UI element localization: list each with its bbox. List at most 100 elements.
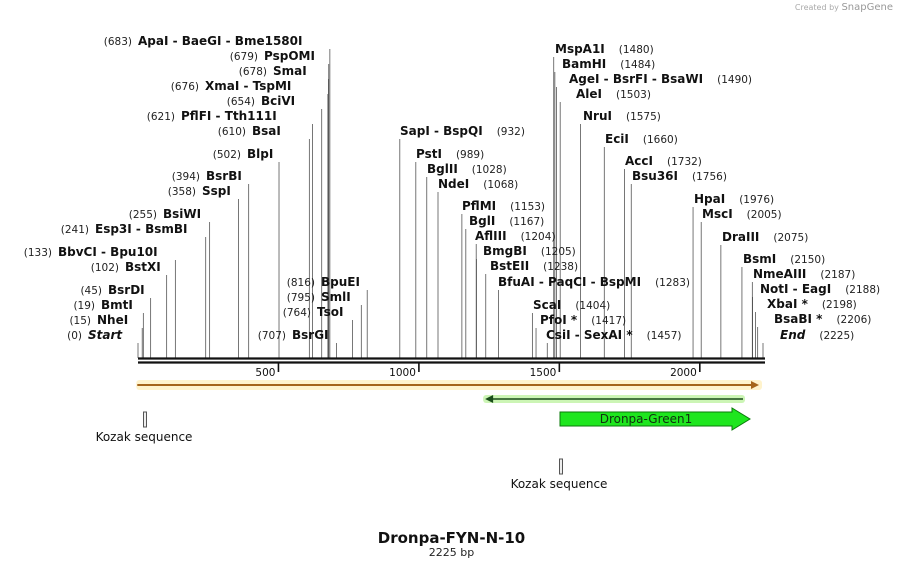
enzyme-position: (2225) <box>819 330 854 342</box>
enzyme-site-hpai[interactable]: HpaI (1976) <box>694 192 774 206</box>
enzyme-site-bcivi[interactable]: BciVI (654) <box>227 94 295 108</box>
enzyme-site-bgli[interactable]: BglI (1167) <box>469 214 544 228</box>
enzyme-position: (2206) <box>836 314 871 326</box>
enzyme-site-draiii[interactable]: DraIII (2075) <box>722 230 808 244</box>
enzyme-site-msci[interactable]: MscI (2005) <box>702 207 782 221</box>
enzyme-site-pflmi[interactable]: PflMI (1153) <box>462 199 545 213</box>
enzyme-site-bmgbi[interactable]: BmgBI (1205) <box>483 244 576 258</box>
enzyme-position: (795) <box>287 292 315 304</box>
enzyme-position: (683) <box>104 36 132 48</box>
enzyme-position: (1503) <box>616 89 651 101</box>
enzyme-site-bsrbi[interactable]: BsrBI (394) <box>172 169 242 183</box>
enzyme-name: BpuEI <box>321 275 360 289</box>
enzyme-site-nmeaiii[interactable]: NmeAIII (2187) <box>753 267 855 281</box>
enzyme-position: (1205) <box>541 246 576 258</box>
enzyme-position: (989) <box>456 149 484 161</box>
enzyme-site-sapi[interactable]: SapI - BspQI (932) <box>400 124 525 138</box>
enzyme-position: (1976) <box>739 194 774 206</box>
enzyme-name: AccI <box>625 154 653 168</box>
enzyme-site-xbai[interactable]: XbaI * (2198) <box>767 297 857 311</box>
kozak-1-marker[interactable] <box>143 411 147 428</box>
enzyme-site-bstxi[interactable]: BstXI (102) <box>91 260 161 274</box>
enzyme-site-esp3i[interactable]: Esp3I - BsmBI (241) <box>61 222 188 236</box>
enzyme-site-agei[interactable]: AgeI - BsrFI - BsaWI (1490) <box>569 72 752 86</box>
enzyme-site-acci[interactable]: AccI (1732) <box>625 154 702 168</box>
enzyme-site-bsai[interactable]: BsaI (610) <box>218 124 281 138</box>
enzyme-position: (0) <box>67 330 82 342</box>
enzyme-site-apai[interactable]: ApaI - BaeGI - Bme1580I (683) <box>104 34 303 48</box>
enzyme-site-bsrdi[interactable]: BsrDI (45) <box>80 283 144 297</box>
enzyme-name: NheI <box>97 313 128 327</box>
enzyme-site-bmti[interactable]: BmtI (19) <box>73 298 132 312</box>
enzyme-site-smai[interactable]: SmaI (678) <box>239 64 307 78</box>
enzyme-site-smli[interactable]: SmlI (795) <box>287 290 351 304</box>
enzyme-position: (102) <box>91 262 119 274</box>
enzyme-site-bsabi[interactable]: BsaBI * (2206) <box>774 312 871 326</box>
enzyme-site-bsiwi[interactable]: BsiWI (255) <box>129 207 201 221</box>
enzyme-site-psti[interactable]: PstI (989) <box>416 147 484 161</box>
enzyme-site-bsteii[interactable]: BstEII (1238) <box>490 259 578 273</box>
enzyme-position: (2198) <box>822 299 857 311</box>
enzyme-site-bbvci[interactable]: BbvCI - Bpu10I (133) <box>24 245 158 259</box>
plasmid-title: Dronpa-FYN-N-10 <box>377 529 526 547</box>
enzyme-site-mspa1i[interactable]: MspA1I (1480) <box>555 42 654 56</box>
enzyme-name: AflIII <box>475 229 507 243</box>
enzyme-site-alei[interactable]: AleI (1503) <box>576 87 651 101</box>
enzyme-name: BsaBI * <box>774 312 823 326</box>
enzyme-site-xmai[interactable]: XmaI - TspMI (676) <box>171 79 292 93</box>
enzyme-name: BsrGI <box>292 328 329 342</box>
enzyme-site-pfoi[interactable]: PfoI * (1417) <box>540 313 626 327</box>
enzyme-position: (1756) <box>692 171 727 183</box>
enzyme-name: SspI <box>202 184 231 198</box>
enzyme-position: (19) <box>73 300 95 312</box>
enzyme-site-afliii[interactable]: AflIII (1204) <box>475 229 556 243</box>
enzyme-position: (2188) <box>845 284 880 296</box>
kozak-2-label: Kozak sequence <box>511 477 608 491</box>
enzyme-name: BmtI <box>101 298 133 312</box>
enzyme-site-end[interactable]: End (2225) <box>780 328 854 342</box>
enzyme-site-bamhi[interactable]: BamHI (1484) <box>562 57 655 71</box>
enzyme-name: PflFI - Tth111I <box>181 109 277 123</box>
enzyme-site-nrui[interactable]: NruI (1575) <box>583 109 661 123</box>
enzyme-position: (1204) <box>521 231 556 243</box>
enzyme-site-ecii[interactable]: EciI (1660) <box>605 132 678 146</box>
enzyme-position: (1153) <box>510 201 545 213</box>
enzyme-position: (764) <box>283 307 311 319</box>
enzyme-name: XbaI * <box>767 297 809 311</box>
enzyme-site-bglii[interactable]: BglII (1028) <box>427 162 507 176</box>
enzyme-site-tsoi[interactable]: TsoI (764) <box>283 305 344 319</box>
enzyme-site-csii[interactable]: CsiI - SexAI * (1457) <box>546 328 682 342</box>
enzyme-site-bsu36i[interactable]: Bsu36I (1756) <box>632 169 727 183</box>
enzyme-site-noti[interactable]: NotI - EagI (2188) <box>760 282 880 296</box>
enzyme-position: (2150) <box>790 254 825 266</box>
enzyme-name: BstEII <box>490 259 529 273</box>
enzyme-site-bpuei[interactable]: BpuEI (816) <box>287 275 360 289</box>
enzyme-site-nhei[interactable]: NheI (15) <box>69 313 128 327</box>
enzyme-position: (1575) <box>626 111 661 123</box>
enzyme-position: (45) <box>80 285 102 297</box>
kozak-2-marker[interactable] <box>559 458 563 475</box>
enzyme-site-bfuai[interactable]: BfuAI - PaqCI - BspMI (1283) <box>498 275 690 289</box>
enzyme-site-ndei[interactable]: NdeI (1068) <box>438 177 518 191</box>
enzyme-site-sspi[interactable]: SspI (358) <box>168 184 231 198</box>
enzyme-site-pspomi[interactable]: PspOMI (679) <box>230 49 315 63</box>
enzyme-position: (241) <box>61 224 89 236</box>
enzyme-site-pflfi[interactable]: PflFI - Tth111I (621) <box>147 109 277 123</box>
enzyme-site-bsrgi[interactable]: BsrGI (707) <box>258 328 329 342</box>
enzyme-position: (1484) <box>620 59 655 71</box>
enzyme-name: CsiI - SexAI * <box>546 328 633 342</box>
enzyme-site-scai[interactable]: ScaI (1404) <box>533 298 610 312</box>
enzyme-name: PflMI <box>462 199 496 213</box>
enzyme-name: BsrDI <box>108 283 145 297</box>
enzyme-name: MspA1I <box>555 42 605 56</box>
enzyme-position: (1732) <box>667 156 702 168</box>
enzyme-position: (1028) <box>472 164 507 176</box>
enzyme-site-bsmi[interactable]: BsmI (2150) <box>743 252 825 266</box>
enzyme-site-blpi[interactable]: BlpI (502) <box>213 147 274 161</box>
enzyme-name: End <box>780 328 806 342</box>
enzyme-name: XmaI - TspMI <box>205 79 291 93</box>
enzyme-name: AleI <box>576 87 602 101</box>
enzyme-site-start[interactable]: Start (0) <box>67 328 123 342</box>
dronpa-green1-feature[interactable] <box>559 407 751 431</box>
enzyme-position: (502) <box>213 149 241 161</box>
